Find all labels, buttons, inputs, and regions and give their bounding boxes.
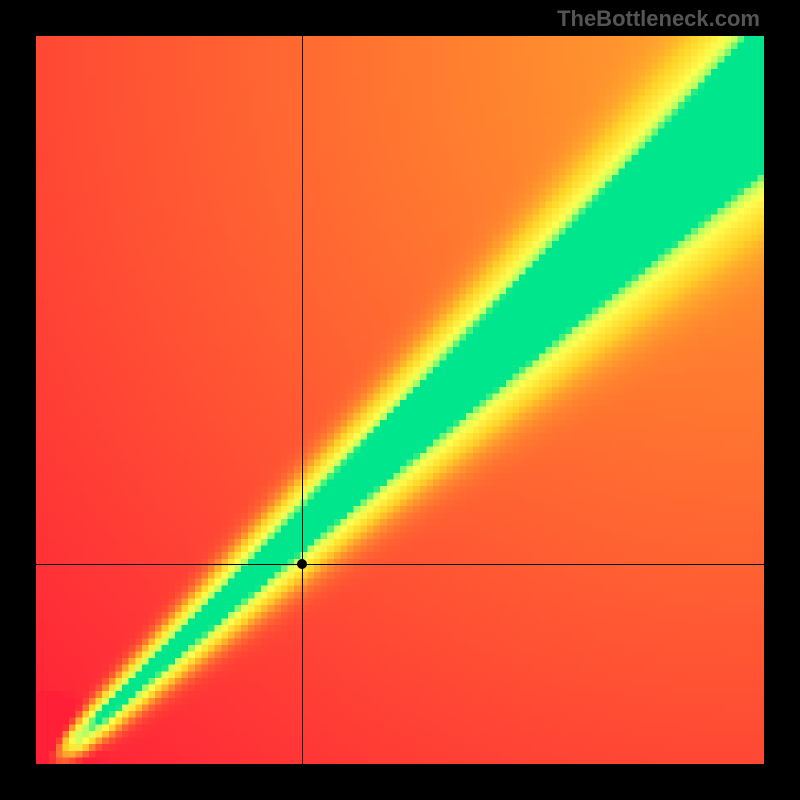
heatmap-canvas <box>36 36 764 764</box>
crosshair-vertical <box>302 36 303 764</box>
heatmap-plot <box>36 36 764 764</box>
watermark-text: TheBottleneck.com <box>557 6 760 32</box>
crosshair-marker <box>297 559 307 569</box>
crosshair-horizontal <box>36 564 764 565</box>
